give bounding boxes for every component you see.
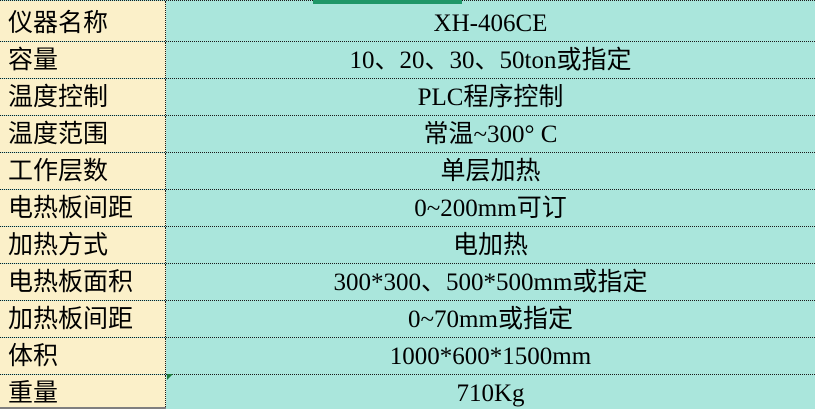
spec-value-cell[interactable]: 单层加热 (166, 153, 815, 189)
spec-value-text: 10、20、30、50ton或指定 (349, 46, 632, 74)
spec-label-text: 容量 (8, 46, 59, 74)
spec-value-cell[interactable]: 300*300、500*500mm或指定 (166, 264, 815, 300)
spec-label-text: 温度控制 (8, 83, 109, 111)
spec-value-cell[interactable]: 710Kg (166, 375, 815, 409)
table-row: 加热方式 电加热 (0, 227, 815, 264)
spec-label-cell[interactable]: 重量 (0, 375, 166, 409)
spec-value-text: 单层加热 (440, 157, 541, 185)
spec-label-cell[interactable]: 电热板面积 (0, 264, 166, 300)
table-row: 电热板面积 300*300、500*500mm或指定 (0, 264, 815, 301)
table-row: 工作层数 单层加热 (0, 153, 815, 190)
spec-label-text: 温度范围 (8, 120, 109, 148)
table-row: 重量 710Kg (0, 375, 815, 409)
spec-label-text: 仪器名称 (8, 9, 109, 37)
spec-value-cell[interactable]: PLC程序控制 (166, 79, 815, 115)
table-row: 仪器名称 XH-406CE (0, 1, 815, 42)
table-row: 电热板间距 0~200mm可订 (0, 190, 815, 227)
spec-label-text: 重量 (8, 379, 59, 407)
table-row: 温度控制 PLC程序控制 (0, 79, 815, 116)
spec-label-cell[interactable]: 工作层数 (0, 153, 166, 189)
spec-value-text: 常温~300° C (423, 120, 558, 148)
spec-label-text: 体积 (8, 342, 59, 370)
spec-label-cell[interactable]: 温度控制 (0, 79, 166, 115)
spec-value-cell[interactable]: 电加热 (166, 227, 815, 263)
spec-value-cell[interactable]: 0~200mm可订 (166, 190, 815, 226)
spec-value-cell[interactable]: 0~70mm或指定 (166, 301, 815, 337)
spec-value-cell[interactable]: 10、20、30、50ton或指定 (166, 42, 815, 78)
spec-label-text: 电热板间距 (8, 194, 134, 222)
table-row: 容量 10、20、30、50ton或指定 (0, 42, 815, 79)
spec-label-text: 电热板面积 (8, 268, 134, 296)
spec-value-cell[interactable]: 1000*600*1500mm (166, 338, 815, 374)
table-row: 体积 1000*600*1500mm (0, 338, 815, 375)
spec-label-cell[interactable]: 容量 (0, 42, 166, 78)
spec-label-cell[interactable]: 体积 (0, 338, 166, 374)
cell-selection-bar (313, 0, 462, 4)
spec-label-text: 工作层数 (8, 157, 109, 185)
spec-value-text: 0~70mm或指定 (408, 305, 573, 333)
spec-value-text: 300*300、500*500mm或指定 (333, 268, 648, 296)
spec-label-cell[interactable]: 温度范围 (0, 116, 166, 152)
spec-value-text: PLC程序控制 (417, 83, 564, 111)
spec-label-cell[interactable]: 加热方式 (0, 227, 166, 263)
spec-label-cell[interactable]: 仪器名称 (0, 1, 166, 41)
spec-value-text: XH-406CE (433, 9, 548, 37)
label-column-bottom-border (0, 407, 166, 409)
table-row: 温度范围 常温~300° C (0, 116, 815, 153)
spec-label-text: 加热板间距 (8, 305, 134, 333)
spec-label-cell[interactable]: 电热板间距 (0, 190, 166, 226)
spec-label-cell[interactable]: 加热板间距 (0, 301, 166, 337)
spec-value-text: 710Kg (456, 379, 525, 407)
spec-value-text: 电加热 (452, 231, 528, 259)
spec-label-text: 加热方式 (8, 231, 109, 259)
spec-value-cell[interactable]: XH-406CE (166, 1, 815, 41)
spec-value-text: 0~200mm可订 (414, 194, 567, 222)
table-row: 加热板间距 0~70mm或指定 (0, 301, 815, 338)
spec-value-cell[interactable]: 常温~300° C (166, 116, 815, 152)
comment-indicator-triangle-icon (167, 374, 173, 380)
spec-value-text: 1000*600*1500mm (389, 342, 592, 370)
